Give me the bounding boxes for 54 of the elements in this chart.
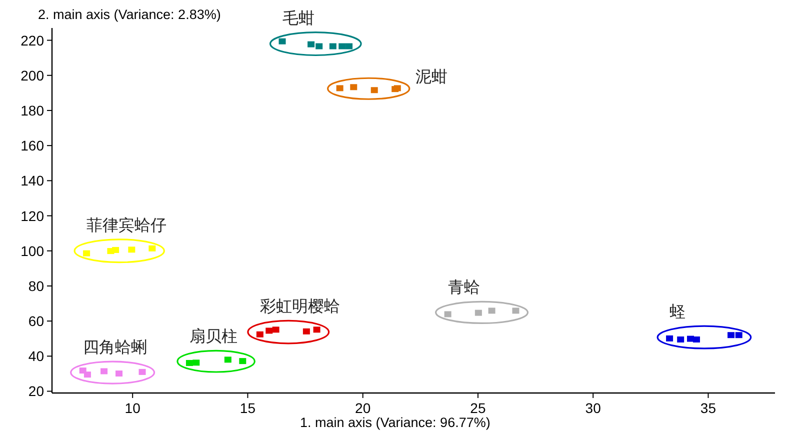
x-tick-label: 10 [124,400,141,416]
x-tick-label: 25 [470,400,486,416]
point [308,41,315,48]
x-tick-label: 35 [700,400,716,416]
y-tick-label: 180 [20,102,44,118]
point [474,310,482,316]
point [666,335,674,342]
point [692,336,700,342]
point [239,358,246,364]
x-tick-label: 20 [355,400,371,416]
y-tick-label: 100 [20,242,44,259]
point [677,336,684,342]
point [128,246,136,253]
point [266,328,273,334]
y-tick-label: 220 [20,32,44,48]
y-tick-label: 200 [20,67,44,84]
point [488,308,496,314]
point [316,43,323,50]
y-tick-label: 80 [28,278,44,294]
y-tick-label: 140 [20,172,44,189]
point [338,43,346,50]
point [83,250,90,256]
point [444,311,452,318]
point [302,328,310,334]
x-tick-label: 30 [585,400,602,416]
point [350,84,358,90]
point [256,331,264,338]
y-tick-label: 160 [20,138,44,154]
point [370,87,378,94]
point [148,245,156,252]
y-tick-label: 60 [28,313,44,330]
point [112,246,120,253]
point [346,43,353,50]
point [329,43,336,50]
point [336,85,344,92]
point [192,360,200,366]
point [116,370,123,377]
point [735,332,742,338]
y-axis-title: 2. main axis (Variance: 2.83%) [38,7,221,22]
point [728,332,735,338]
point [100,368,108,374]
y-tick-label: 40 [28,348,44,364]
x-tick-label: 15 [240,400,256,416]
y-tick-label: 120 [20,208,44,224]
point [84,372,91,378]
y-tick-label: 20 [28,383,44,400]
x-axis-title: 1. main axis (Variance: 96.77%) [300,415,490,430]
point [272,326,280,333]
point [224,356,232,363]
point [278,38,286,44]
point [512,308,520,314]
point [186,360,193,366]
point [138,368,146,375]
point [313,326,320,333]
